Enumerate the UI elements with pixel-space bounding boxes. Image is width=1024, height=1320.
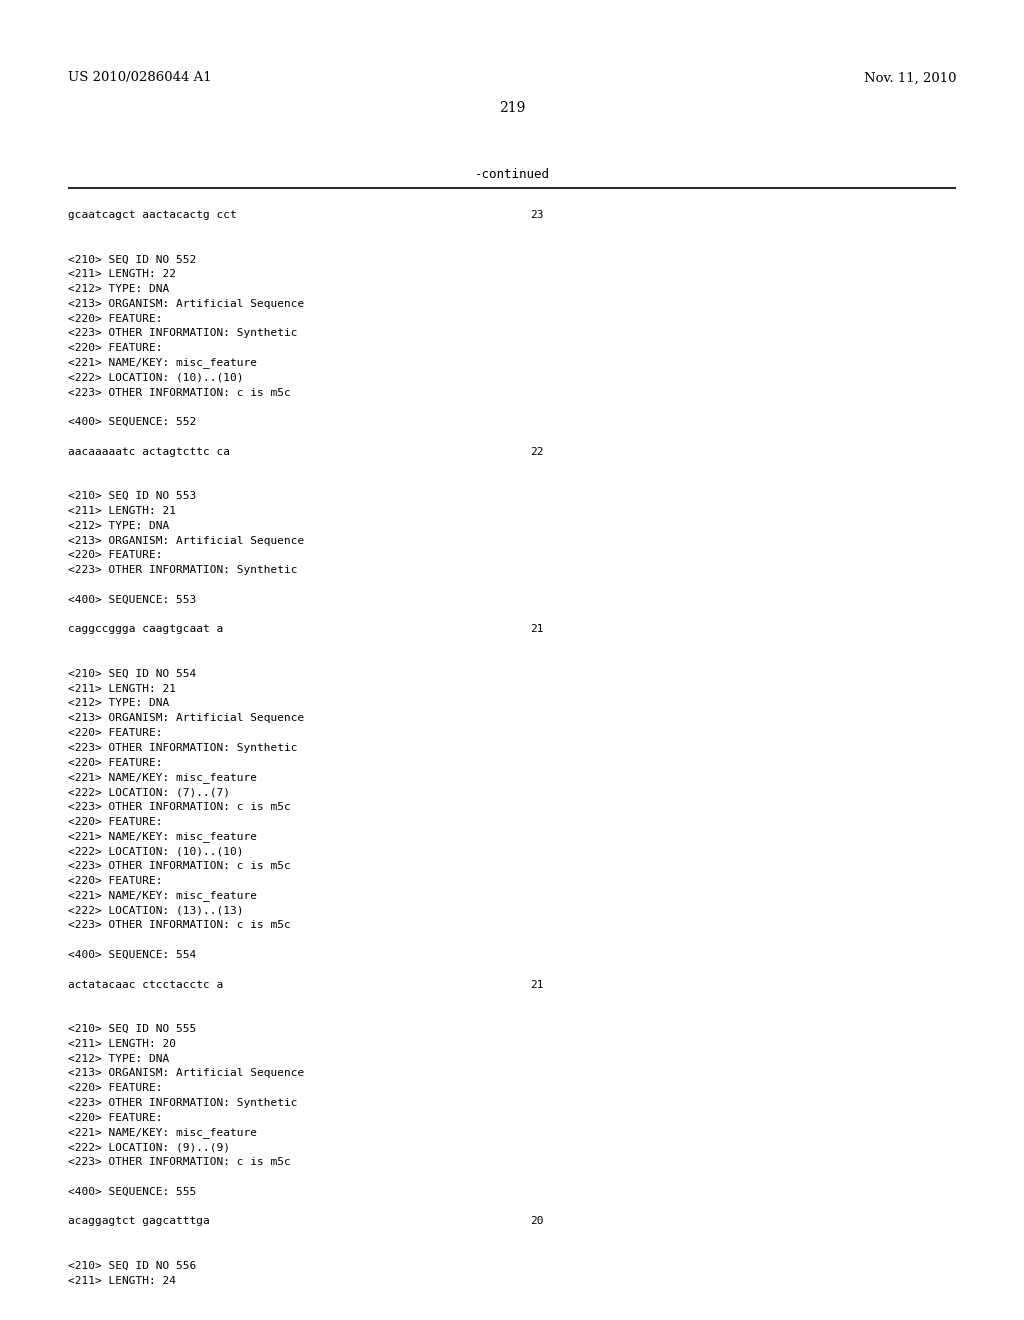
Text: aacaaaaatc actagtcttc ca: aacaaaaatc actagtcttc ca	[68, 446, 230, 457]
Text: <223> OTHER INFORMATION: c is m5c: <223> OTHER INFORMATION: c is m5c	[68, 803, 291, 812]
Text: <210> SEQ ID NO 556: <210> SEQ ID NO 556	[68, 1261, 197, 1271]
Text: <400> SEQUENCE: 553: <400> SEQUENCE: 553	[68, 595, 197, 605]
Text: <213> ORGANISM: Artificial Sequence: <213> ORGANISM: Artificial Sequence	[68, 536, 304, 545]
Text: <223> OTHER INFORMATION: Synthetic: <223> OTHER INFORMATION: Synthetic	[68, 1098, 298, 1107]
Text: 20: 20	[530, 1217, 544, 1226]
Text: <210> SEQ ID NO 552: <210> SEQ ID NO 552	[68, 255, 197, 264]
Text: <222> LOCATION: (7)..(7): <222> LOCATION: (7)..(7)	[68, 787, 230, 797]
Text: <223> OTHER INFORMATION: c is m5c: <223> OTHER INFORMATION: c is m5c	[68, 388, 291, 397]
Text: <220> FEATURE:: <220> FEATURE:	[68, 1084, 163, 1093]
Text: <223> OTHER INFORMATION: Synthetic: <223> OTHER INFORMATION: Synthetic	[68, 743, 298, 752]
Text: <220> FEATURE:: <220> FEATURE:	[68, 817, 163, 826]
Text: <222> LOCATION: (9)..(9): <222> LOCATION: (9)..(9)	[68, 1142, 230, 1152]
Text: <223> OTHER INFORMATION: c is m5c: <223> OTHER INFORMATION: c is m5c	[68, 920, 291, 931]
Text: <213> ORGANISM: Artificial Sequence: <213> ORGANISM: Artificial Sequence	[68, 713, 304, 723]
Text: <211> LENGTH: 20: <211> LENGTH: 20	[68, 1039, 176, 1049]
Text: <223> OTHER INFORMATION: c is m5c: <223> OTHER INFORMATION: c is m5c	[68, 861, 291, 871]
Text: <400> SEQUENCE: 555: <400> SEQUENCE: 555	[68, 1187, 197, 1197]
Text: <212> TYPE: DNA: <212> TYPE: DNA	[68, 284, 169, 294]
Text: <220> FEATURE:: <220> FEATURE:	[68, 758, 163, 768]
Text: <220> FEATURE:: <220> FEATURE:	[68, 343, 163, 354]
Text: <221> NAME/KEY: misc_feature: <221> NAME/KEY: misc_feature	[68, 772, 257, 783]
Text: <211> LENGTH: 24: <211> LENGTH: 24	[68, 1275, 176, 1286]
Text: 21: 21	[530, 979, 544, 990]
Text: <223> OTHER INFORMATION: Synthetic: <223> OTHER INFORMATION: Synthetic	[68, 329, 298, 338]
Text: US 2010/0286044 A1: US 2010/0286044 A1	[68, 71, 212, 84]
Text: <400> SEQUENCE: 552: <400> SEQUENCE: 552	[68, 417, 197, 428]
Text: <213> ORGANISM: Artificial Sequence: <213> ORGANISM: Artificial Sequence	[68, 1068, 304, 1078]
Text: 219: 219	[499, 102, 525, 115]
Text: 23: 23	[530, 210, 544, 220]
Text: <211> LENGTH: 21: <211> LENGTH: 21	[68, 684, 176, 693]
Text: <221> NAME/KEY: misc_feature: <221> NAME/KEY: misc_feature	[68, 358, 257, 368]
Text: <210> SEQ ID NO 555: <210> SEQ ID NO 555	[68, 1024, 197, 1034]
Text: <221> NAME/KEY: misc_feature: <221> NAME/KEY: misc_feature	[68, 832, 257, 842]
Text: <221> NAME/KEY: misc_feature: <221> NAME/KEY: misc_feature	[68, 891, 257, 902]
Text: <220> FEATURE:: <220> FEATURE:	[68, 876, 163, 886]
Text: <212> TYPE: DNA: <212> TYPE: DNA	[68, 521, 169, 531]
Text: 22: 22	[530, 446, 544, 457]
Text: acaggagtct gagcatttga: acaggagtct gagcatttga	[68, 1217, 210, 1226]
Text: actatacaac ctcctacctc a: actatacaac ctcctacctc a	[68, 979, 223, 990]
Text: 21: 21	[530, 624, 544, 635]
Text: <223> OTHER INFORMATION: Synthetic: <223> OTHER INFORMATION: Synthetic	[68, 565, 298, 576]
Text: <222> LOCATION: (10)..(10): <222> LOCATION: (10)..(10)	[68, 372, 244, 383]
Text: <222> LOCATION: (10)..(10): <222> LOCATION: (10)..(10)	[68, 846, 244, 857]
Text: <210> SEQ ID NO 554: <210> SEQ ID NO 554	[68, 669, 197, 678]
Text: <211> LENGTH: 22: <211> LENGTH: 22	[68, 269, 176, 280]
Text: <212> TYPE: DNA: <212> TYPE: DNA	[68, 698, 169, 709]
Text: <220> FEATURE:: <220> FEATURE:	[68, 550, 163, 561]
Text: <212> TYPE: DNA: <212> TYPE: DNA	[68, 1053, 169, 1064]
Text: <211> LENGTH: 21: <211> LENGTH: 21	[68, 506, 176, 516]
Text: Nov. 11, 2010: Nov. 11, 2010	[863, 71, 956, 84]
Text: <220> FEATURE:: <220> FEATURE:	[68, 1113, 163, 1123]
Text: <400> SEQUENCE: 554: <400> SEQUENCE: 554	[68, 950, 197, 960]
Text: <220> FEATURE:: <220> FEATURE:	[68, 729, 163, 738]
Text: -continued: -continued	[474, 169, 550, 181]
Text: <220> FEATURE:: <220> FEATURE:	[68, 314, 163, 323]
Text: <222> LOCATION: (13)..(13): <222> LOCATION: (13)..(13)	[68, 906, 244, 916]
Text: <221> NAME/KEY: misc_feature: <221> NAME/KEY: misc_feature	[68, 1127, 257, 1138]
Text: gcaatcagct aactacactg cct: gcaatcagct aactacactg cct	[68, 210, 237, 220]
Text: caggccggga caagtgcaat a: caggccggga caagtgcaat a	[68, 624, 223, 635]
Text: <213> ORGANISM: Artificial Sequence: <213> ORGANISM: Artificial Sequence	[68, 298, 304, 309]
Text: <210> SEQ ID NO 553: <210> SEQ ID NO 553	[68, 491, 197, 502]
Text: <223> OTHER INFORMATION: c is m5c: <223> OTHER INFORMATION: c is m5c	[68, 1158, 291, 1167]
